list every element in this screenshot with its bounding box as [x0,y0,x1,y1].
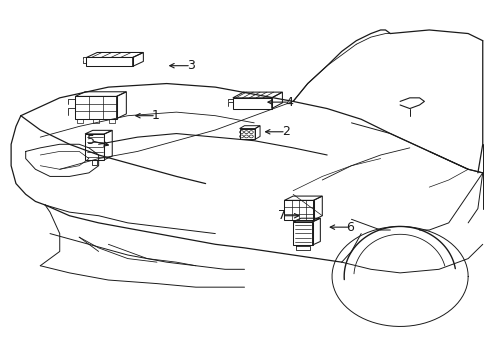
Text: 2: 2 [281,125,289,138]
Text: 5: 5 [87,134,95,147]
Text: 3: 3 [187,59,195,72]
Text: 4: 4 [285,96,293,109]
Text: 1: 1 [152,109,160,122]
Text: 7: 7 [277,209,285,222]
Text: 6: 6 [346,221,354,234]
